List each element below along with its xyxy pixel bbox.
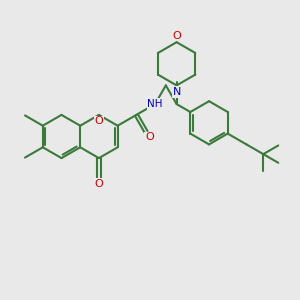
- Text: O: O: [94, 116, 103, 127]
- Text: NH: NH: [147, 99, 163, 109]
- Text: O: O: [172, 31, 181, 40]
- Text: N: N: [172, 87, 181, 97]
- Text: O: O: [145, 133, 154, 142]
- Text: O: O: [94, 179, 103, 189]
